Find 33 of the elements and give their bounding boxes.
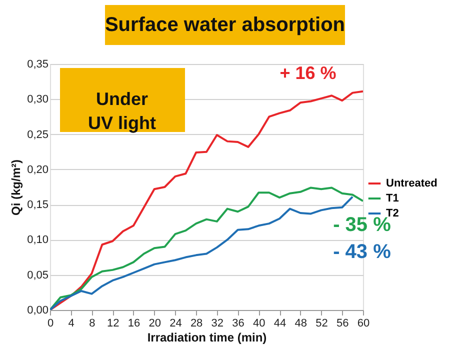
x-tick-label: 0 [47, 318, 54, 330]
y-axis-title: Qi (kg/m²) [9, 160, 24, 216]
annotation: + 16 % [280, 63, 336, 83]
x-tick-label: 48 [294, 318, 308, 330]
y-tick-label: 0,00 [27, 304, 48, 316]
annotation: Under UV light [88, 89, 156, 133]
x-tick-label: 40 [253, 318, 266, 330]
x-tick-label: 44 [274, 318, 286, 330]
y-tick-label: 0,20 [27, 164, 48, 176]
legend-label: Untreated [386, 178, 438, 190]
x-tick-label: 16 [128, 318, 140, 330]
x-tick-label: 24 [170, 318, 182, 330]
x-tick-label: 36 [232, 318, 244, 330]
x-tick-label: 28 [190, 318, 203, 330]
y-tick-label: 0,30 [27, 94, 48, 106]
x-tick-label: 12 [106, 318, 120, 330]
x-tick-label: 52 [316, 318, 328, 330]
legend-label: T2 [386, 208, 399, 220]
x-tick-label: 8 [89, 318, 96, 330]
chart-title: Surface water absorption [104, 14, 346, 36]
x-tick-label: 56 [336, 318, 349, 330]
y-tick-label: 0,35 [27, 58, 48, 70]
x-tick-label: 32 [211, 318, 224, 330]
y-tick-label: 0,10 [27, 234, 48, 246]
x-axis-title: Irradiation time (min) [147, 330, 267, 344]
legend-label: T1 [386, 192, 399, 204]
x-tick-label: 60 [357, 318, 370, 330]
x-tick-label: 4 [68, 318, 74, 330]
annotation: - 43 % [333, 241, 392, 263]
y-tick-label: 0,15 [27, 199, 48, 212]
y-tick-label: 0,05 [27, 269, 48, 282]
y-tick-label: 0,25 [27, 128, 48, 141]
x-tick-label: 20 [148, 318, 161, 330]
